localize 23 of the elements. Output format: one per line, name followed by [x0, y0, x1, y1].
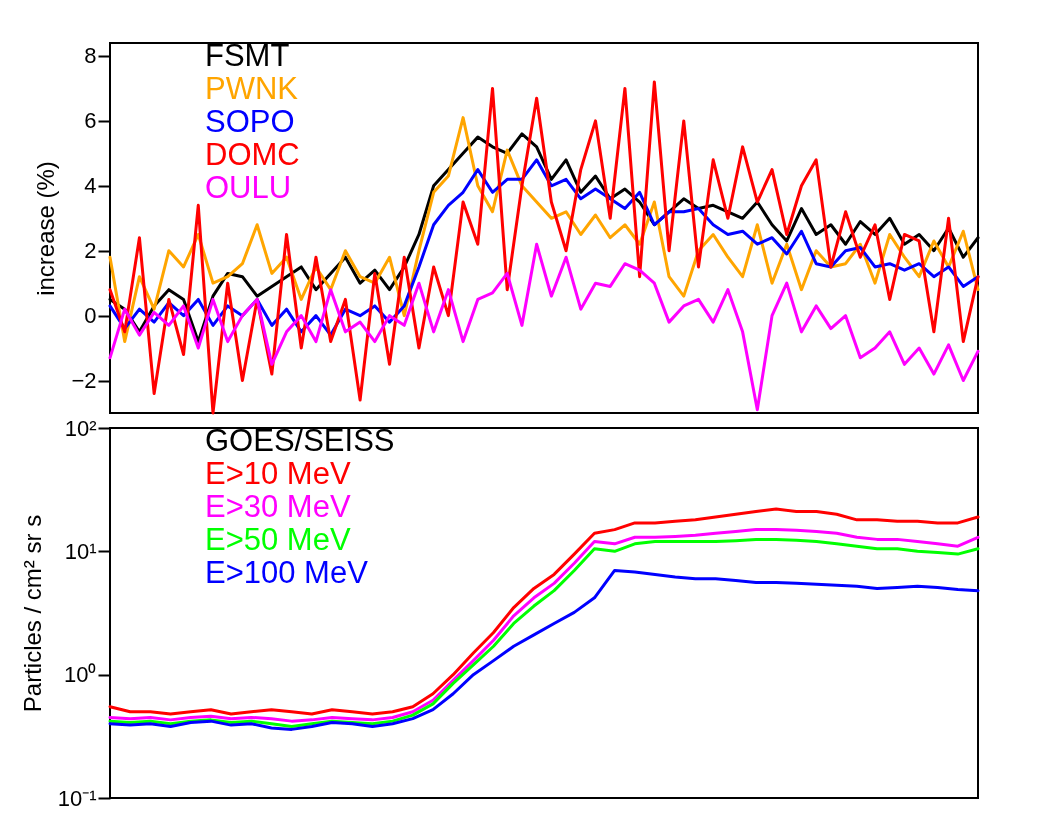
y-tick-label: −2: [71, 368, 97, 394]
line-series: [108, 242, 980, 412]
text: PWNK: [205, 71, 299, 106]
y-axis-title: increase (%): [32, 161, 60, 296]
y-tick-label: 10⁻¹: [57, 785, 97, 811]
text: E>100 MeV: [205, 555, 369, 590]
y-tick-label: 10⁰: [64, 662, 97, 688]
text: OULU: [205, 170, 292, 205]
y-tick-label: 0: [84, 303, 97, 329]
y-tick-label: 6: [84, 108, 97, 134]
y-tick-label: 10¹: [64, 538, 97, 564]
text: E>10 MeV: [205, 456, 351, 491]
y-tick-label: 2: [84, 238, 97, 264]
text: FSMT: [205, 38, 290, 73]
legend-title: GOES/SEISS: [205, 423, 395, 458]
y-tick-label: 10²: [64, 415, 97, 441]
y-axis-title: Particles / cm² sr s: [18, 514, 46, 713]
y-tick-label: 4: [84, 173, 97, 199]
text: E>30 MeV: [205, 489, 351, 524]
series-label: DOMC: [205, 137, 300, 172]
y-tick-label: 8: [84, 43, 97, 69]
text: SOPO: [205, 104, 295, 139]
text: E>50 MeV: [205, 522, 351, 557]
